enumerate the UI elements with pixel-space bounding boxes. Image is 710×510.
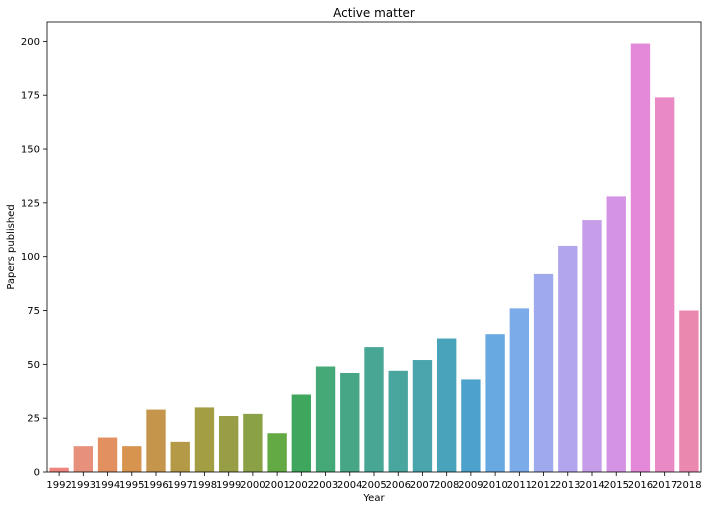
bar-2009 bbox=[461, 379, 481, 472]
bar-1992 bbox=[49, 467, 69, 472]
x-tick-label: 2005 bbox=[361, 480, 386, 491]
x-tick-label: 1998 bbox=[192, 480, 217, 491]
bar-2006 bbox=[388, 370, 408, 472]
bar-1993 bbox=[73, 446, 94, 472]
bar-2001 bbox=[267, 433, 287, 472]
x-tick-label: 2009 bbox=[458, 480, 483, 491]
x-axis-ticks: 1992199319941995199619971998199920002001… bbox=[46, 472, 702, 491]
bar-2007 bbox=[412, 360, 433, 472]
x-tick-label: 1993 bbox=[71, 480, 96, 491]
bar-1996 bbox=[146, 409, 166, 472]
y-tick-label: 175 bbox=[21, 91, 40, 102]
y-tick-label: 150 bbox=[21, 145, 40, 156]
bar-2002 bbox=[291, 394, 312, 472]
bar-2015 bbox=[606, 196, 626, 472]
x-tick-label: 2010 bbox=[482, 480, 507, 491]
y-tick-label: 75 bbox=[27, 306, 40, 317]
bar-2016 bbox=[630, 43, 651, 473]
bar-2012 bbox=[533, 273, 554, 472]
bar-2014 bbox=[582, 220, 602, 472]
bar-2004 bbox=[340, 372, 360, 472]
x-tick-label: 2007 bbox=[410, 480, 435, 491]
bar-2013 bbox=[558, 245, 578, 472]
bars-group bbox=[49, 43, 699, 473]
bar-1998 bbox=[194, 407, 215, 472]
bar-2005 bbox=[364, 347, 384, 472]
x-tick-label: 2018 bbox=[676, 480, 701, 491]
x-tick-label: 2004 bbox=[337, 480, 362, 491]
bar-1997 bbox=[170, 441, 190, 472]
x-tick-label: 2016 bbox=[628, 480, 653, 491]
y-tick-label: 50 bbox=[27, 360, 40, 371]
bar-2003 bbox=[315, 366, 336, 472]
y-tick-label: 25 bbox=[27, 414, 40, 425]
x-tick-label: 2014 bbox=[579, 480, 604, 491]
bar-2011 bbox=[509, 308, 530, 472]
x-tick-label: 1995 bbox=[119, 480, 144, 491]
x-tick-label: 2013 bbox=[555, 480, 580, 491]
x-tick-label: 2003 bbox=[313, 480, 338, 491]
x-tick-label: 2002 bbox=[289, 480, 314, 491]
bar-2008 bbox=[436, 338, 457, 472]
bar-2000 bbox=[243, 413, 263, 472]
bar-1995 bbox=[122, 446, 142, 472]
x-axis-label: Year bbox=[362, 493, 385, 504]
x-tick-label: 2012 bbox=[531, 480, 556, 491]
y-tick-label: 100 bbox=[21, 252, 40, 263]
x-tick-label: 2008 bbox=[434, 480, 459, 491]
bar-1999 bbox=[218, 416, 239, 472]
bar-2017 bbox=[654, 97, 675, 472]
x-tick-label: 1994 bbox=[95, 480, 120, 491]
plot-frame bbox=[46, 21, 702, 473]
y-tick-label: 125 bbox=[21, 198, 40, 209]
x-tick-label: 2001 bbox=[264, 480, 289, 491]
x-tick-label: 2000 bbox=[240, 480, 265, 491]
x-tick-label: 2011 bbox=[507, 480, 532, 491]
y-axis-label: Papers published bbox=[6, 204, 17, 289]
x-tick-label: 2006 bbox=[385, 480, 410, 491]
chart-title: Active matter bbox=[333, 6, 415, 20]
y-axis-ticks: 0 25 50 75 100 125 150 175 200 bbox=[21, 37, 47, 479]
bar-2018 bbox=[679, 310, 699, 472]
x-tick-label: 1996 bbox=[143, 480, 168, 491]
x-tick-label: 1997 bbox=[167, 480, 192, 491]
bar-1994 bbox=[97, 437, 118, 472]
y-tick-label: 200 bbox=[21, 37, 40, 48]
x-tick-label: 2017 bbox=[652, 480, 677, 491]
x-tick-label: 2015 bbox=[603, 480, 628, 491]
x-tick-label: 1999 bbox=[216, 480, 241, 491]
x-tick-label: 1992 bbox=[46, 480, 71, 491]
y-tick-label: 0 bbox=[34, 468, 40, 479]
bar-2010 bbox=[485, 334, 505, 472]
